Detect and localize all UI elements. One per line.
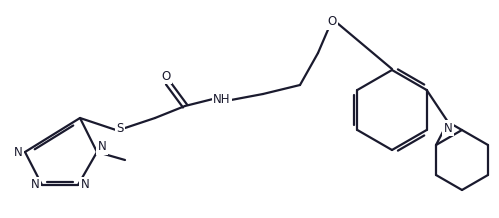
Text: S: S: [116, 121, 124, 135]
Text: O: O: [327, 15, 337, 29]
Text: N: N: [30, 179, 39, 191]
Text: N: N: [98, 140, 106, 153]
Text: O: O: [161, 70, 171, 82]
Text: N: N: [444, 121, 453, 135]
Text: N: N: [81, 179, 89, 191]
Text: NH: NH: [213, 94, 231, 107]
Text: N: N: [13, 145, 22, 158]
